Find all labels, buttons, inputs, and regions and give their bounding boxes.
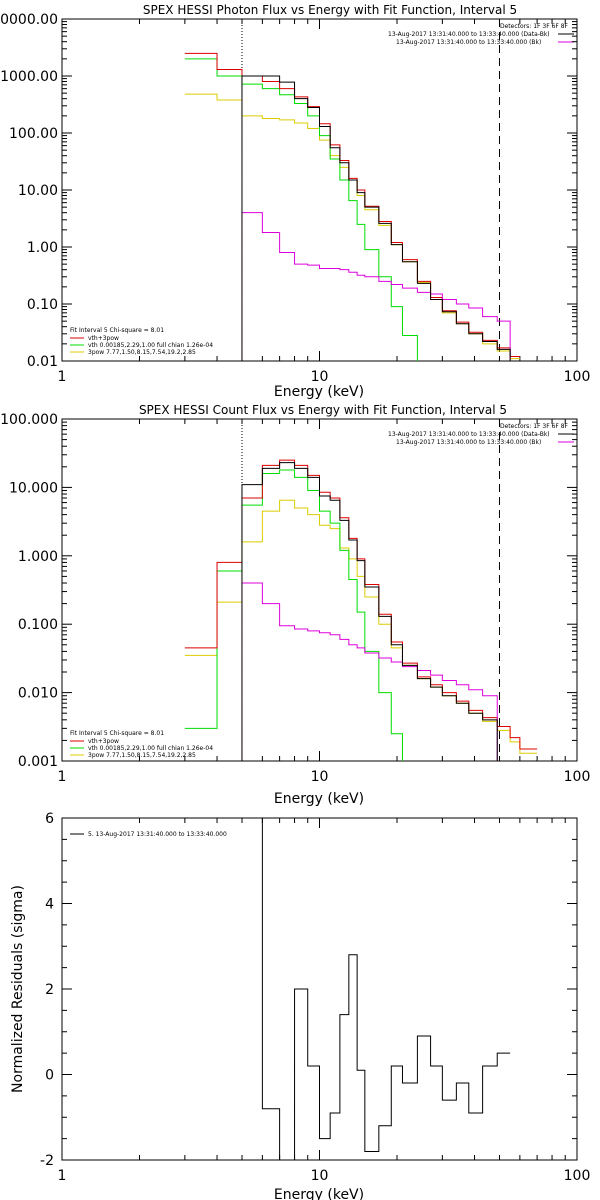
photon-flux-legend-data: 13-Aug-2017 13:31:40.000 to 13:33:40.000… <box>388 31 550 38</box>
photon-flux-x-tick-label: 10 <box>311 369 329 385</box>
count-flux-series-data-bk <box>241 462 498 761</box>
count-flux-panel: SPEX HESSI Count Flux vs Energy with Fit… <box>0 403 590 807</box>
photon-flux-legend-header: Detectors: 1F 3F 6F 8F <box>500 23 569 30</box>
residuals-y-tick-label: -2 <box>40 1153 54 1169</box>
residuals-y-tick-label: 2 <box>45 982 54 998</box>
photon-flux-y-tick-label: 10.00 <box>18 183 58 199</box>
count-flux-series-bk <box>241 582 498 761</box>
count-flux-vth-label: vth 0.00185,2.29,1.00 full chian 1.26e-0… <box>88 745 213 752</box>
residuals-y-axis-label: Normalized Residuals (sigma) <box>10 885 26 1093</box>
photon-flux-vth-label: vth 0.00185,2.29,1.00 full chian 1.26e-0… <box>88 342 213 349</box>
count-flux-legend-bk: 13-Aug-2017 13:31:40.000 to 13:33:40.000… <box>396 439 541 446</box>
residuals-panel: Energy (keV) Normalized Residuals (sigma… <box>10 811 590 1200</box>
photon-flux-panel: SPEX HESSI Photon Flux vs Energy with Fi… <box>0 3 590 400</box>
photon-flux-fit-header: Fit Interval 5 Chi-square = 8.01 <box>70 327 164 334</box>
count-flux-bpow-label: 3pow 7.77,1.50,8.15,7.54,19.2,2.85 <box>88 752 196 759</box>
photon-flux-title: SPEX HESSI Photon Flux vs Energy with Fi… <box>143 3 517 17</box>
photon-flux-y-tick-label: 1000.00 <box>0 69 58 85</box>
residuals-series-residuals <box>241 818 511 1160</box>
count-flux-legend-data: 13-Aug-2017 13:31:40.000 to 13:33:40.000… <box>388 431 550 438</box>
photon-flux-y-tick-label: 0.01 <box>27 354 58 370</box>
count-flux-y-tick-label: 0.010 <box>18 686 58 702</box>
photon-flux-y-tick-label: 10000.00 <box>0 12 58 28</box>
count-flux-y-tick-label: 0.100 <box>18 617 58 633</box>
residuals-y-tick-label: 4 <box>45 897 54 913</box>
count-flux-legend-header: Detectors: 1F 3F 6F 8F <box>500 423 569 430</box>
residuals-x-axis-label: Energy (keV) <box>274 1187 364 1200</box>
photon-flux-fit-total-label: vth+3pow <box>88 335 119 342</box>
photon-flux-series-data-bk <box>241 75 511 361</box>
count-flux-y-tick-label: 100.000 <box>0 412 58 428</box>
residuals-x-tick-label: 1 <box>58 1168 67 1184</box>
count-flux-title: SPEX HESSI Count Flux vs Energy with Fit… <box>139 403 507 417</box>
count-flux-y-tick-label: 10.000 <box>9 480 58 496</box>
count-flux-y-tick-label: 0.001 <box>18 754 58 770</box>
residuals-y-tick-label: 6 <box>45 811 54 827</box>
photon-flux-bpow-label: 3pow 7.77,1.50,8.15,7.54,19.2,2.85 <box>88 349 196 356</box>
photon-flux-y-tick-label: 1.00 <box>27 240 58 256</box>
photon-flux-series-bk <box>241 212 511 361</box>
count-flux-series-vth-3pow <box>184 459 538 750</box>
count-flux-y-tick-label: 1.000 <box>18 549 58 565</box>
count-flux-fit-header: Fit Interval 5 Chi-square = 8.01 <box>70 730 164 737</box>
count-flux-x-tick-label: 1 <box>58 769 67 785</box>
residuals-x-tick-label: 100 <box>564 1168 591 1184</box>
photon-flux-y-tick-label: 100.00 <box>9 126 58 142</box>
residuals-y-tick-label: 0 <box>45 1068 54 1084</box>
count-flux-x-axis-label: Energy (keV) <box>274 791 364 807</box>
photon-flux-x-axis-label: Energy (keV) <box>274 384 364 400</box>
photon-flux-legend-bk: 13-Aug-2017 13:31:40.000 to 13:33:40.000… <box>396 39 541 46</box>
photon-flux-y-tick-label: 0.10 <box>27 297 58 313</box>
count-flux-fit-total-label: vth+3pow <box>88 738 119 745</box>
count-flux-x-tick-label: 10 <box>311 769 329 785</box>
photon-flux-x-tick-label: 100 <box>564 369 591 385</box>
photon-flux-x-tick-label: 1 <box>58 369 67 385</box>
residuals-legend-label: 5. 13-Aug-2017 13:31:40.000 to 13:33:40.… <box>88 831 227 838</box>
residuals-x-tick-label: 10 <box>311 1168 329 1184</box>
count-flux-x-tick-label: 100 <box>564 769 591 785</box>
